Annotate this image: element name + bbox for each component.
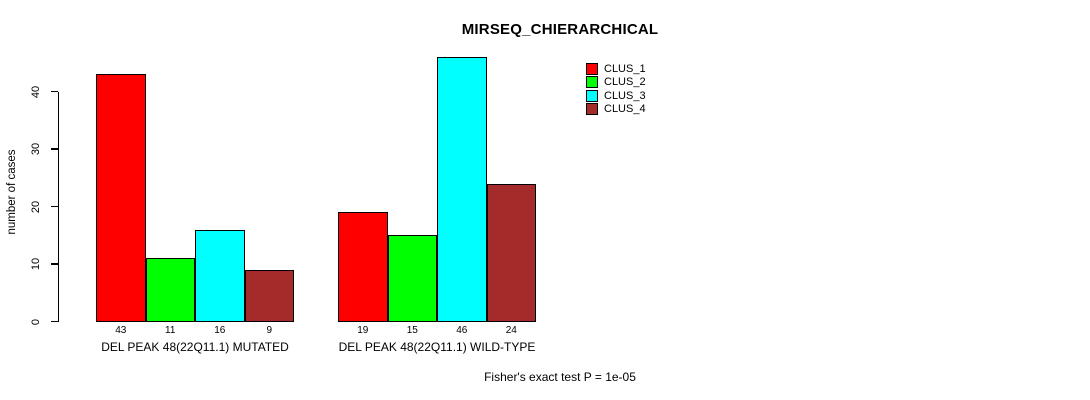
legend-swatch xyxy=(586,89,598,102)
y-axis-tick-label-text: 10 xyxy=(30,257,42,271)
bar-value-label: 19 xyxy=(357,325,369,336)
bar-clus_2-group2 xyxy=(387,235,437,322)
bar-value-label: 9 xyxy=(266,325,273,336)
bar-value-label: 11 xyxy=(165,325,176,336)
bar-clus_3-group2 xyxy=(437,57,487,322)
y-axis-title-text: number of cases xyxy=(6,149,18,235)
annotation-text: Fisher's exact test P = 1e-05 xyxy=(484,370,636,384)
legend-label: CLUS_1 xyxy=(604,62,646,75)
bar-value-label: 24 xyxy=(505,325,517,336)
legend-swatch xyxy=(586,76,598,89)
y-axis-tick-label-text: 20 xyxy=(30,200,42,213)
bar-value-label: 15 xyxy=(406,325,418,336)
y-axis-tick-label-text: 0 xyxy=(30,318,42,325)
y-axis-tick-label-text: 40 xyxy=(30,85,42,98)
legend-label: CLUS_3 xyxy=(604,89,646,102)
x-category-label: DEL PEAK 48(22Q11.1) WILD-TYPE xyxy=(338,340,536,354)
y-axis-tick xyxy=(51,263,58,265)
bar-clus_4-group2 xyxy=(486,183,536,322)
legend-item-clus_1: CLUS_1 xyxy=(586,62,646,76)
legend: CLUS_1 CLUS_2 CLUS_3 CLUS_4 xyxy=(586,62,646,116)
x-category-label: DEL PEAK 48(22Q11.1) MUTATED xyxy=(101,340,289,354)
y-axis-tick xyxy=(51,148,58,150)
legend-item-clus_3: CLUS_3 xyxy=(586,89,646,103)
bar-clus_1-group2 xyxy=(338,212,388,322)
bar-clus_1-group1 xyxy=(96,74,146,322)
legend-item-clus_4: CLUS_4 xyxy=(586,103,646,117)
legend-swatch xyxy=(586,103,598,116)
y-axis-tick-label-text: 30 xyxy=(30,142,42,156)
bar-value-label: 46 xyxy=(456,325,468,336)
legend-label: CLUS_4 xyxy=(604,103,646,116)
bar-clus_3-group1 xyxy=(195,229,245,322)
legend-swatch xyxy=(586,62,598,75)
legend-item-clus_2: CLUS_2 xyxy=(586,76,646,90)
bar-value-label: 16 xyxy=(214,325,226,336)
legend-label: CLUS_2 xyxy=(604,76,646,89)
bar-clus_4-group1 xyxy=(244,269,294,322)
y-axis-tick xyxy=(51,205,58,208)
bar-value-label: 43 xyxy=(115,325,127,336)
y-axis-tick xyxy=(51,320,58,323)
y-axis-line xyxy=(58,91,60,322)
chart-title: MIRSEQ_CHIERARCHICAL xyxy=(461,21,659,38)
bar-clus_2-group1 xyxy=(145,258,195,322)
y-axis-tick xyxy=(51,90,58,93)
